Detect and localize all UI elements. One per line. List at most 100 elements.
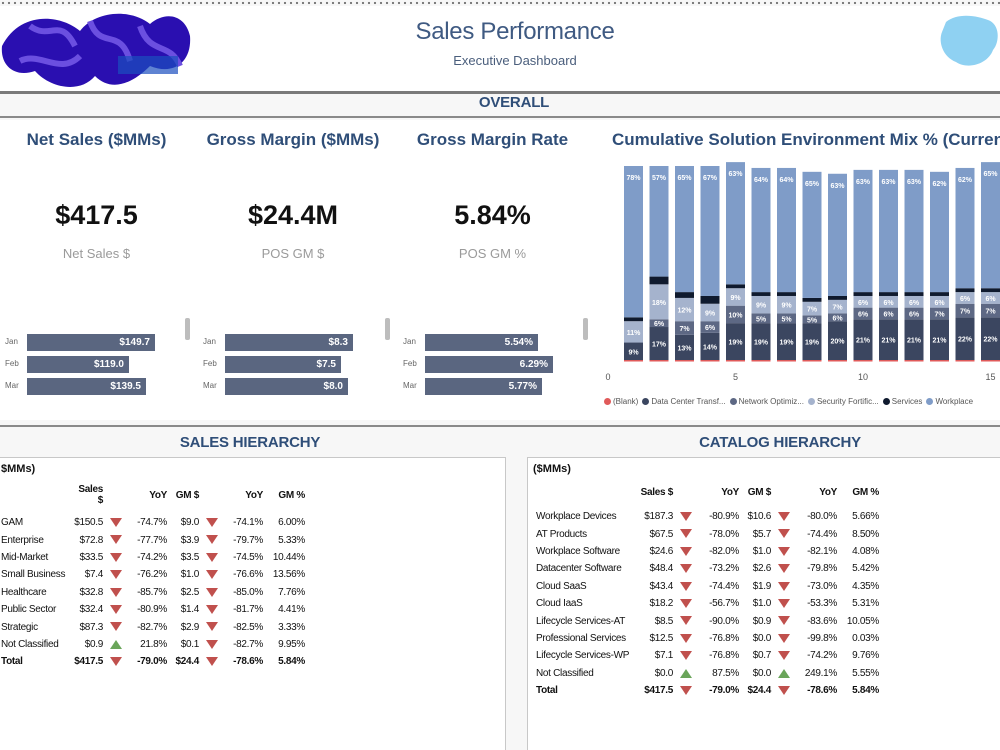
bar-segment[interactable] (649, 327, 669, 360)
column-header[interactable]: GM % (278, 489, 305, 501)
bar-segment[interactable] (649, 166, 669, 277)
bar-segment[interactable] (930, 295, 949, 308)
table-row[interactable]: Cloud SaaS $43.4 -74.4% $1.9 -73.0% 4.35% (536, 578, 879, 595)
bar-segment[interactable] (879, 307, 898, 320)
mini-bar[interactable]: $149.7 (27, 334, 155, 351)
column-header[interactable] (1, 484, 71, 514)
legend-item[interactable]: Workplace (926, 397, 973, 406)
mini-bar[interactable]: 5.54% (425, 334, 538, 351)
bar-segment[interactable] (828, 299, 847, 314)
table-total-row[interactable]: Total $417.5 -79.0% $24.4 -78.6% 5.84% (1, 653, 305, 670)
bar-segment[interactable] (879, 169, 898, 293)
legend-item[interactable]: Network Optimiz... (729, 397, 804, 406)
bar-segment[interactable] (904, 319, 924, 360)
bar-segment[interactable] (955, 167, 975, 289)
bar-segment[interactable] (981, 292, 1000, 304)
column-header[interactable]: Sales $ (640, 486, 674, 498)
bar-segment[interactable] (828, 295, 847, 300)
bar-segment[interactable] (930, 319, 949, 360)
bar-segment[interactable] (853, 169, 873, 293)
bar-segment[interactable] (879, 292, 898, 296)
table-row[interactable]: Workplace Devices $187.3 -80.9% $10.6 -80.0%… (536, 508, 879, 525)
table-row[interactable]: Strategic $87.3 -82.7% $2.9 -82.5% 3.33% (1, 618, 305, 635)
bar-segment[interactable] (700, 303, 720, 322)
bar-segment[interactable] (777, 295, 796, 314)
bar-segment[interactable] (726, 284, 745, 289)
bar-segment[interactable] (726, 323, 745, 360)
column-header[interactable]: Sales $ (78, 484, 103, 506)
table-row[interactable]: GAM $150.5 -74.7% $9.0 -74.1% 6.00% (1, 514, 305, 531)
bar-segment[interactable] (624, 321, 643, 343)
bar-segment[interactable] (853, 319, 873, 360)
mini-chart-scrollbar[interactable] (185, 318, 190, 340)
bar-segment[interactable] (981, 303, 1000, 318)
mini-bar[interactable]: $8.0 (225, 378, 348, 395)
bar-segment[interactable] (751, 323, 771, 360)
table-row[interactable]: AT Products $67.5 -78.0% $5.7 -74.4% 8.50% (536, 525, 879, 542)
bar-segment[interactable] (955, 288, 975, 293)
mini-bar[interactable]: $8.3 (225, 334, 353, 351)
bar-segment[interactable] (930, 292, 949, 296)
bar-segment[interactable] (930, 307, 949, 320)
bar-segment[interactable] (751, 313, 771, 324)
bar-segment[interactable] (853, 307, 873, 320)
bar-segment[interactable] (777, 313, 796, 324)
bar-segment[interactable] (675, 321, 694, 335)
table-row[interactable]: Public Sector $32.4 -80.9% $1.4 -81.7% 4.41% (1, 601, 305, 618)
column-header[interactable] (536, 484, 631, 508)
column-header[interactable]: YoY (819, 486, 837, 498)
table-row[interactable]: Small Business $7.4 -76.2% $1.0 -76.6% 13.56% (1, 566, 305, 583)
bar-segment[interactable] (955, 292, 975, 304)
bar-segment[interactable] (879, 295, 898, 308)
bar-segment[interactable] (802, 297, 822, 302)
table-row[interactable]: Enterprise $72.8 -77.7% $3.9 -79.7% 5.33% (1, 531, 305, 548)
bar-segment[interactable] (700, 321, 720, 333)
bar-segment[interactable] (675, 297, 694, 322)
column-header[interactable] (771, 484, 797, 508)
bar-segment[interactable] (751, 167, 771, 293)
bar-segment[interactable] (726, 162, 745, 285)
bar-segment[interactable] (624, 317, 643, 322)
bar-segment[interactable] (981, 162, 1000, 289)
column-header[interactable] (103, 484, 129, 514)
bar-segment[interactable] (828, 313, 847, 322)
bar-segment[interactable] (649, 319, 669, 328)
bar-segment[interactable] (904, 295, 924, 308)
mini-bar[interactable]: $7.5 (225, 356, 341, 373)
table-total-row[interactable]: Total $417.5 -79.0% $24.4 -78.6% 5.84% (536, 682, 879, 699)
bar-segment[interactable] (981, 317, 1000, 360)
mini-chart-scrollbar[interactable] (385, 318, 390, 340)
table-row[interactable]: Workplace Software $24.6 -82.0% $1.0 -82.1% 4… (536, 543, 879, 560)
legend-item[interactable]: Services (882, 397, 922, 406)
bar-segment[interactable] (904, 307, 924, 320)
table-row[interactable]: Not Classified $0.0 87.5% $0.0 249.1% 5.55% (536, 665, 879, 682)
bar-segment[interactable] (802, 171, 822, 298)
bar-segment[interactable] (675, 166, 694, 293)
bar-segment[interactable] (700, 295, 720, 304)
column-header[interactable] (673, 484, 699, 508)
column-header[interactable] (199, 484, 225, 514)
legend-item[interactable]: Security Fortific... (807, 397, 879, 406)
bar-segment[interactable] (675, 334, 694, 360)
bar-segment[interactable] (981, 288, 1000, 293)
bar-segment[interactable] (802, 315, 822, 324)
bar-segment[interactable] (700, 166, 720, 296)
column-header[interactable]: YoY (149, 489, 167, 501)
bar-segment[interactable] (904, 169, 924, 293)
column-header[interactable]: GM $ (175, 489, 200, 501)
bar-segment[interactable] (879, 319, 898, 360)
bar-segment[interactable] (624, 166, 643, 318)
mini-bar[interactable]: $139.5 (27, 378, 146, 395)
bar-segment[interactable] (675, 292, 694, 298)
bar-segment[interactable] (853, 292, 873, 296)
mini-bar[interactable]: 5.77% (425, 378, 542, 395)
table-row[interactable]: Professional Services $12.5 -76.8% $0.0 -99.… (536, 630, 879, 647)
bar-segment[interactable] (828, 321, 847, 360)
table-row[interactable]: Healthcare $32.8 -85.7% $2.5 -85.0% 7.76% (1, 584, 305, 601)
table-row[interactable]: Mid-Market $33.5 -74.2% $3.5 -74.5% 10.44% (1, 549, 305, 566)
table-row[interactable]: Lifecycle Services-AT $8.5 -90.0% $0.9 -83.6… (536, 612, 879, 629)
bar-segment[interactable] (751, 292, 771, 296)
mini-chart-scrollbar[interactable] (583, 318, 588, 340)
mini-bar[interactable]: 6.29% (425, 356, 553, 373)
table-row[interactable]: Not Classified $0.9 21.8% $0.1 -82.7% 9.95% (1, 636, 305, 653)
